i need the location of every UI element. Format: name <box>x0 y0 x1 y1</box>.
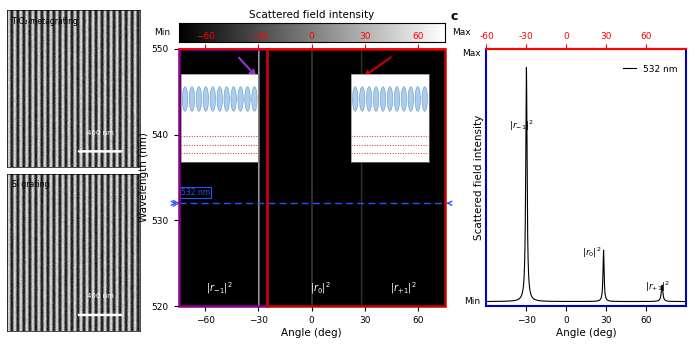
Text: c: c <box>451 10 458 23</box>
Bar <box>267 49 444 306</box>
Bar <box>178 49 267 306</box>
Text: Si grating: Si grating <box>13 180 50 189</box>
Text: TiO₂ metagrating: TiO₂ metagrating <box>13 17 78 26</box>
Text: Min: Min <box>155 28 171 37</box>
X-axis label: Angle (deg): Angle (deg) <box>281 328 342 338</box>
Text: Max: Max <box>452 28 471 37</box>
Text: Max: Max <box>462 49 480 58</box>
Text: 532 nm: 532 nm <box>181 188 210 197</box>
Legend: 532 nm: 532 nm <box>619 61 682 77</box>
Text: $|r_{+1}|^2$: $|r_{+1}|^2$ <box>645 279 670 294</box>
Title: Scattered field intensity: Scattered field intensity <box>249 10 374 21</box>
Text: $|r_{-1}|^2$: $|r_{-1}|^2$ <box>206 280 232 296</box>
Y-axis label: Wavelength (nm): Wavelength (nm) <box>139 133 148 222</box>
Text: 400 nm: 400 nm <box>87 130 113 136</box>
Text: $|r_{-1}|^2$: $|r_{-1}|^2$ <box>509 119 534 133</box>
Text: $|r_{0}|^2$: $|r_{0}|^2$ <box>310 280 331 296</box>
X-axis label: Angle (deg): Angle (deg) <box>556 328 617 338</box>
Text: 400 nm: 400 nm <box>87 293 113 299</box>
Text: $|r_{0}|^2$: $|r_{0}|^2$ <box>582 245 602 260</box>
Text: $|r_{+1}|^2$: $|r_{+1}|^2$ <box>391 280 417 296</box>
Y-axis label: Scattered field intensity: Scattered field intensity <box>474 115 484 240</box>
Text: Min: Min <box>464 297 480 306</box>
